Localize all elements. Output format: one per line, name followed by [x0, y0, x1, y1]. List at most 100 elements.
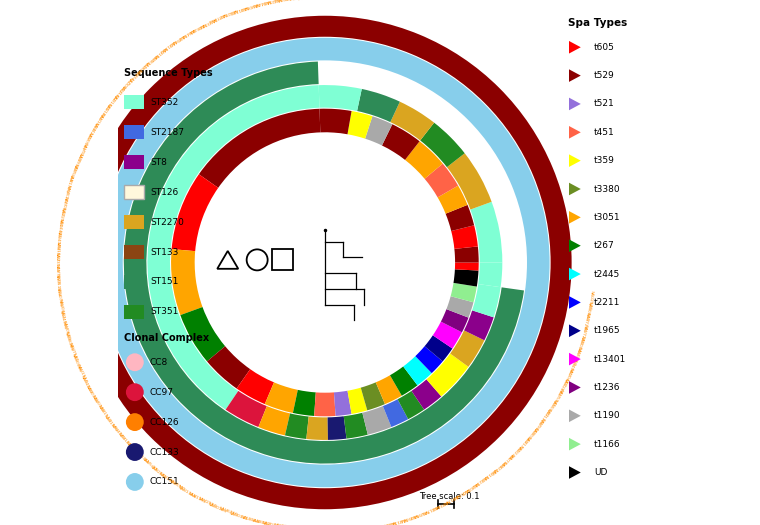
Text: SAU2526: SAU2526 — [587, 289, 594, 310]
Circle shape — [126, 353, 144, 371]
Polygon shape — [569, 69, 581, 82]
Wedge shape — [420, 123, 464, 167]
Bar — [125, 185, 144, 199]
Wedge shape — [328, 416, 347, 440]
Text: SAU0230: SAU0230 — [543, 397, 558, 416]
Text: SAU1997: SAU1997 — [150, 45, 168, 60]
Bar — [125, 95, 144, 109]
Wedge shape — [425, 164, 458, 197]
Polygon shape — [569, 211, 581, 224]
Text: CC97: CC97 — [150, 387, 173, 397]
Text: SAU0635: SAU0635 — [62, 320, 71, 341]
Polygon shape — [569, 268, 581, 280]
Text: CC8: CC8 — [150, 358, 168, 367]
Polygon shape — [569, 353, 581, 365]
Wedge shape — [314, 392, 336, 416]
Wedge shape — [365, 116, 392, 145]
Text: SAU4235: SAU4235 — [85, 121, 99, 141]
Text: SAU0123: SAU0123 — [207, 502, 227, 513]
Wedge shape — [450, 330, 484, 367]
Bar — [125, 245, 144, 259]
Text: SAU9136: SAU9136 — [353, 524, 374, 525]
Polygon shape — [569, 154, 581, 167]
Text: SAU1169: SAU1169 — [387, 516, 407, 525]
Text: SAU1710: SAU1710 — [515, 434, 530, 452]
Text: SAU0834: SAU0834 — [584, 301, 592, 321]
Text: SAU1727: SAU1727 — [441, 492, 460, 506]
Wedge shape — [451, 283, 477, 302]
Text: SAU0004: SAU0004 — [365, 522, 385, 525]
Text: SAU0464: SAU0464 — [571, 345, 581, 365]
Text: SAU1310: SAU1310 — [158, 472, 177, 487]
Text: SAU4039: SAU4039 — [80, 374, 93, 394]
Text: t2211: t2211 — [594, 298, 621, 307]
Wedge shape — [447, 153, 492, 209]
Text: Spa Types: Spa Types — [568, 18, 627, 28]
Text: ST126: ST126 — [150, 187, 179, 197]
Text: SAU8167: SAU8167 — [62, 184, 71, 205]
Circle shape — [126, 383, 144, 401]
Text: SAU6766: SAU6766 — [218, 507, 238, 518]
Text: t2445: t2445 — [594, 269, 620, 279]
Text: SAU1225: SAU1225 — [229, 4, 249, 14]
Text: SAU1482: SAU1482 — [110, 84, 125, 102]
Text: SAU6049: SAU6049 — [132, 59, 150, 76]
Polygon shape — [569, 438, 581, 450]
Text: SAU1-SA: SAU1-SA — [133, 449, 150, 465]
Wedge shape — [397, 391, 424, 419]
Wedge shape — [472, 284, 501, 317]
Wedge shape — [383, 399, 408, 427]
Wedge shape — [258, 406, 290, 435]
Text: SAU2882: SAU2882 — [556, 377, 568, 396]
Text: SAU0842: SAU0842 — [59, 195, 68, 216]
Wedge shape — [306, 416, 328, 440]
Wedge shape — [285, 413, 309, 439]
Text: ST133: ST133 — [150, 247, 179, 257]
Text: SAU9493: SAU9493 — [530, 416, 545, 435]
Text: ST352: ST352 — [150, 98, 179, 107]
Text: SAU3358: SAU3358 — [197, 16, 217, 28]
Wedge shape — [470, 202, 502, 262]
Text: SAU2286: SAU2286 — [489, 459, 507, 475]
Text: SAU0799: SAU0799 — [56, 287, 62, 307]
Wedge shape — [432, 322, 462, 349]
Text: SAU0347: SAU0347 — [262, 521, 282, 525]
Wedge shape — [147, 85, 319, 410]
Wedge shape — [451, 225, 478, 249]
Text: SAU2027: SAU2027 — [218, 7, 238, 18]
Text: SAU5-SA: SAU5-SA — [68, 163, 78, 182]
Text: SAU1328: SAU1328 — [537, 407, 552, 426]
Wedge shape — [441, 309, 468, 332]
Text: SAU0086: SAU0086 — [71, 353, 82, 373]
Text: SAU5599: SAU5599 — [451, 487, 470, 500]
Wedge shape — [318, 85, 362, 111]
Polygon shape — [569, 239, 581, 252]
Polygon shape — [569, 98, 581, 110]
Polygon shape — [569, 466, 581, 479]
Text: SAU7404: SAU7404 — [207, 12, 227, 23]
Text: SAU1894: SAU1894 — [97, 102, 111, 121]
Polygon shape — [569, 324, 581, 337]
Text: t13401: t13401 — [594, 354, 626, 364]
Text: SAU4415: SAU4415 — [56, 218, 62, 238]
Wedge shape — [264, 382, 298, 413]
Polygon shape — [569, 410, 581, 422]
Text: CC126: CC126 — [150, 417, 179, 427]
Text: SAU5-SA: SAU5-SA — [141, 457, 158, 473]
Text: SAU0362: SAU0362 — [57, 298, 65, 318]
Text: SAU4554: SAU4554 — [177, 26, 197, 40]
Text: SAU4506: SAU4506 — [59, 309, 68, 330]
Text: SAU1052: SAU1052 — [55, 241, 60, 261]
Text: CC151: CC151 — [150, 477, 179, 487]
Circle shape — [126, 473, 144, 491]
Text: SAU0MG: SAU0MG — [168, 479, 186, 492]
Wedge shape — [357, 89, 400, 122]
Polygon shape — [569, 183, 581, 195]
Text: SAU0023: SAU0023 — [239, 1, 260, 10]
Text: SAU0046: SAU0046 — [575, 334, 584, 354]
Text: SAU1131: SAU1131 — [187, 491, 207, 504]
Text: SAU4900: SAU4900 — [566, 356, 578, 376]
Text: t529: t529 — [594, 71, 615, 80]
Text: SAU2-SA: SAU2-SA — [506, 443, 523, 459]
Wedge shape — [464, 310, 494, 340]
